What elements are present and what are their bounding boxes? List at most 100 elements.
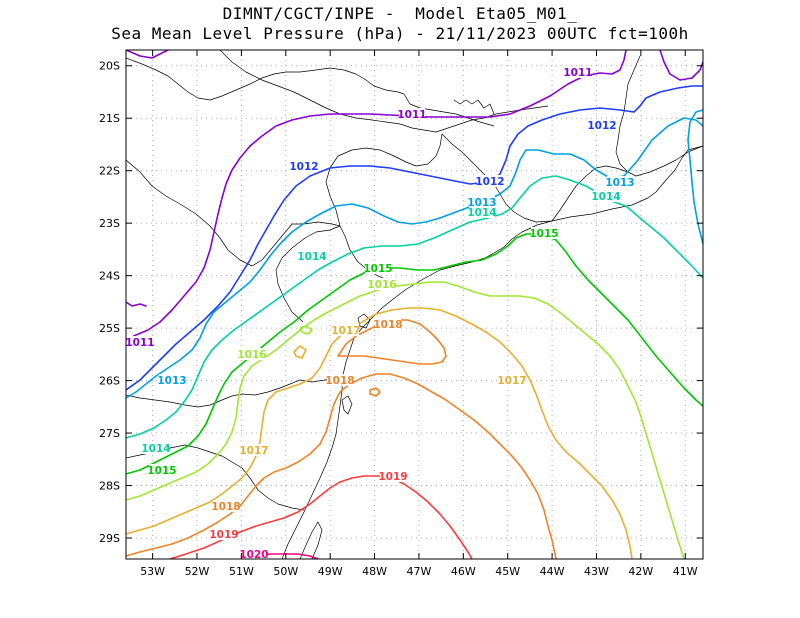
lat-tick-label: 20S bbox=[99, 60, 120, 73]
contour-label-1017: 1017 bbox=[497, 375, 526, 387]
contour-label-1014: 1014 bbox=[591, 191, 620, 203]
bay-paranagua bbox=[357, 313, 371, 329]
contour-label-1018: 1018 bbox=[373, 319, 402, 331]
isobar-1016-small bbox=[299, 325, 313, 335]
isobar-1013 bbox=[126, 117, 703, 399]
lon-tick-label: 48W bbox=[362, 565, 387, 578]
isobars bbox=[126, 50, 703, 559]
river-tiete bbox=[453, 99, 495, 115]
contour-label-1015: 1015 bbox=[529, 228, 558, 240]
state-border-rj bbox=[551, 165, 629, 222]
lon-tick-label: 44W bbox=[540, 565, 565, 578]
lon-tick-label: 50W bbox=[273, 565, 298, 578]
contour-label-bg bbox=[565, 66, 591, 78]
contour-label-1011: 1011 bbox=[397, 109, 426, 121]
isobar-1012 bbox=[126, 85, 703, 391]
contour-label-1015: 1015 bbox=[147, 465, 176, 477]
contour-label-1012: 1012 bbox=[587, 120, 616, 132]
contour-label-1014: 1014 bbox=[467, 207, 496, 219]
contour-labels: 1011101110111012101210121013101310131014… bbox=[125, 66, 635, 561]
gridlines bbox=[126, 50, 703, 559]
contour-label-1011: 1011 bbox=[563, 67, 592, 79]
contour-label-bg bbox=[607, 176, 633, 188]
title-line-2: Sea Mean Level Pressure (hPa) - 21/11/20… bbox=[111, 24, 689, 43]
isobar-1011-west bbox=[126, 301, 147, 307]
lon-tick-label: 41W bbox=[673, 565, 698, 578]
contour-label-bg bbox=[213, 500, 239, 512]
isobar-1016 bbox=[126, 281, 685, 559]
contour-label-bg bbox=[159, 374, 185, 386]
lat-tick-label: 28S bbox=[99, 480, 120, 493]
contour-label-bg bbox=[211, 528, 237, 540]
lat-tick-label: 27S bbox=[99, 427, 120, 440]
contour-label-1014: 1014 bbox=[297, 251, 326, 263]
isobar-1018-north bbox=[337, 319, 447, 365]
state-border-mg-east bbox=[615, 55, 703, 177]
contour-label-bg bbox=[291, 160, 317, 172]
lon-tick-label: 53W bbox=[140, 565, 165, 578]
isobar-1011-north bbox=[126, 50, 169, 59]
contour-label-1018: 1018 bbox=[211, 501, 240, 513]
contour-label-1016: 1016 bbox=[367, 279, 396, 291]
contour-label-1015: 1015 bbox=[363, 263, 392, 275]
contour-label-bg bbox=[499, 374, 525, 386]
lon-tick-label: 45W bbox=[495, 565, 520, 578]
contour-label-bg bbox=[365, 262, 391, 274]
lon-tick-label: 49W bbox=[318, 565, 343, 578]
isobar-1019 bbox=[169, 475, 473, 559]
state-border-sp-pr bbox=[275, 225, 389, 323]
contour-label-bg bbox=[241, 444, 267, 456]
isobar-1018-dot bbox=[369, 387, 381, 397]
contour-label-bg bbox=[593, 190, 619, 202]
contour-label-bg bbox=[149, 464, 175, 476]
title-line-1: DIMNT/CGCT/INPE - Model Eta05_M01_ bbox=[222, 4, 578, 23]
contour-label-1020: 1020 bbox=[239, 549, 268, 561]
lon-tick-label: 46W bbox=[451, 565, 476, 578]
lon-tick-label: 51W bbox=[229, 565, 254, 578]
lat-tick-label: 22S bbox=[99, 165, 120, 178]
lat-tick-label: 26S bbox=[99, 375, 120, 388]
isobar-1011-ne bbox=[659, 50, 703, 81]
state-border-pr-sc bbox=[126, 377, 339, 408]
contour-label-bg bbox=[399, 108, 425, 120]
contour-label-1017: 1017 bbox=[331, 325, 360, 337]
river-grande bbox=[403, 93, 495, 127]
isobar-1013-east bbox=[687, 109, 703, 245]
contour-label-1018: 1018 bbox=[325, 375, 354, 387]
contour-label-1019: 1019 bbox=[378, 471, 407, 483]
lon-tick-label: 42W bbox=[628, 565, 653, 578]
contour-label-1012: 1012 bbox=[475, 176, 504, 188]
lat-tick-label: 23S bbox=[99, 217, 120, 230]
contour-label-bg bbox=[327, 374, 353, 386]
contour-label-bg bbox=[333, 324, 359, 336]
isobar-1017-loop bbox=[293, 345, 307, 359]
lat-tick-label: 24S bbox=[99, 270, 120, 283]
lat-tick-label: 21S bbox=[99, 112, 120, 125]
contour-label-bg bbox=[369, 278, 395, 290]
contour-label-bg bbox=[469, 196, 495, 208]
contour-label-bg bbox=[589, 119, 615, 131]
contour-label-1013: 1013 bbox=[157, 375, 186, 387]
lon-tick-label: 52W bbox=[185, 565, 210, 578]
isobar-1014 bbox=[126, 175, 703, 439]
isobar-1017 bbox=[126, 307, 633, 559]
contour-label-bg bbox=[380, 470, 406, 482]
axis-ticks: 53W 52W 51W 50W 49W 48W 47W 46W 45W 44W 43W 42W 41W 2… bbox=[99, 50, 703, 578]
map-frame bbox=[125, 49, 704, 560]
coastline bbox=[281, 145, 703, 559]
contour-label-bg bbox=[299, 250, 325, 262]
island-florianopolis bbox=[341, 395, 353, 415]
contour-label-bg bbox=[469, 206, 495, 218]
isobar-1015 bbox=[126, 233, 703, 475]
lagoon-outline bbox=[299, 521, 323, 559]
lon-tick-label: 47W bbox=[407, 565, 432, 578]
isobar-1018 bbox=[126, 373, 557, 559]
contour-label-bg bbox=[239, 348, 265, 360]
contour-label-1014: 1014 bbox=[141, 443, 170, 455]
state-border-go bbox=[126, 57, 405, 101]
contour-label-1017: 1017 bbox=[239, 445, 268, 457]
contour-label-bg bbox=[143, 442, 169, 454]
contour-label-bg bbox=[531, 227, 557, 239]
river-parana bbox=[325, 133, 443, 227]
